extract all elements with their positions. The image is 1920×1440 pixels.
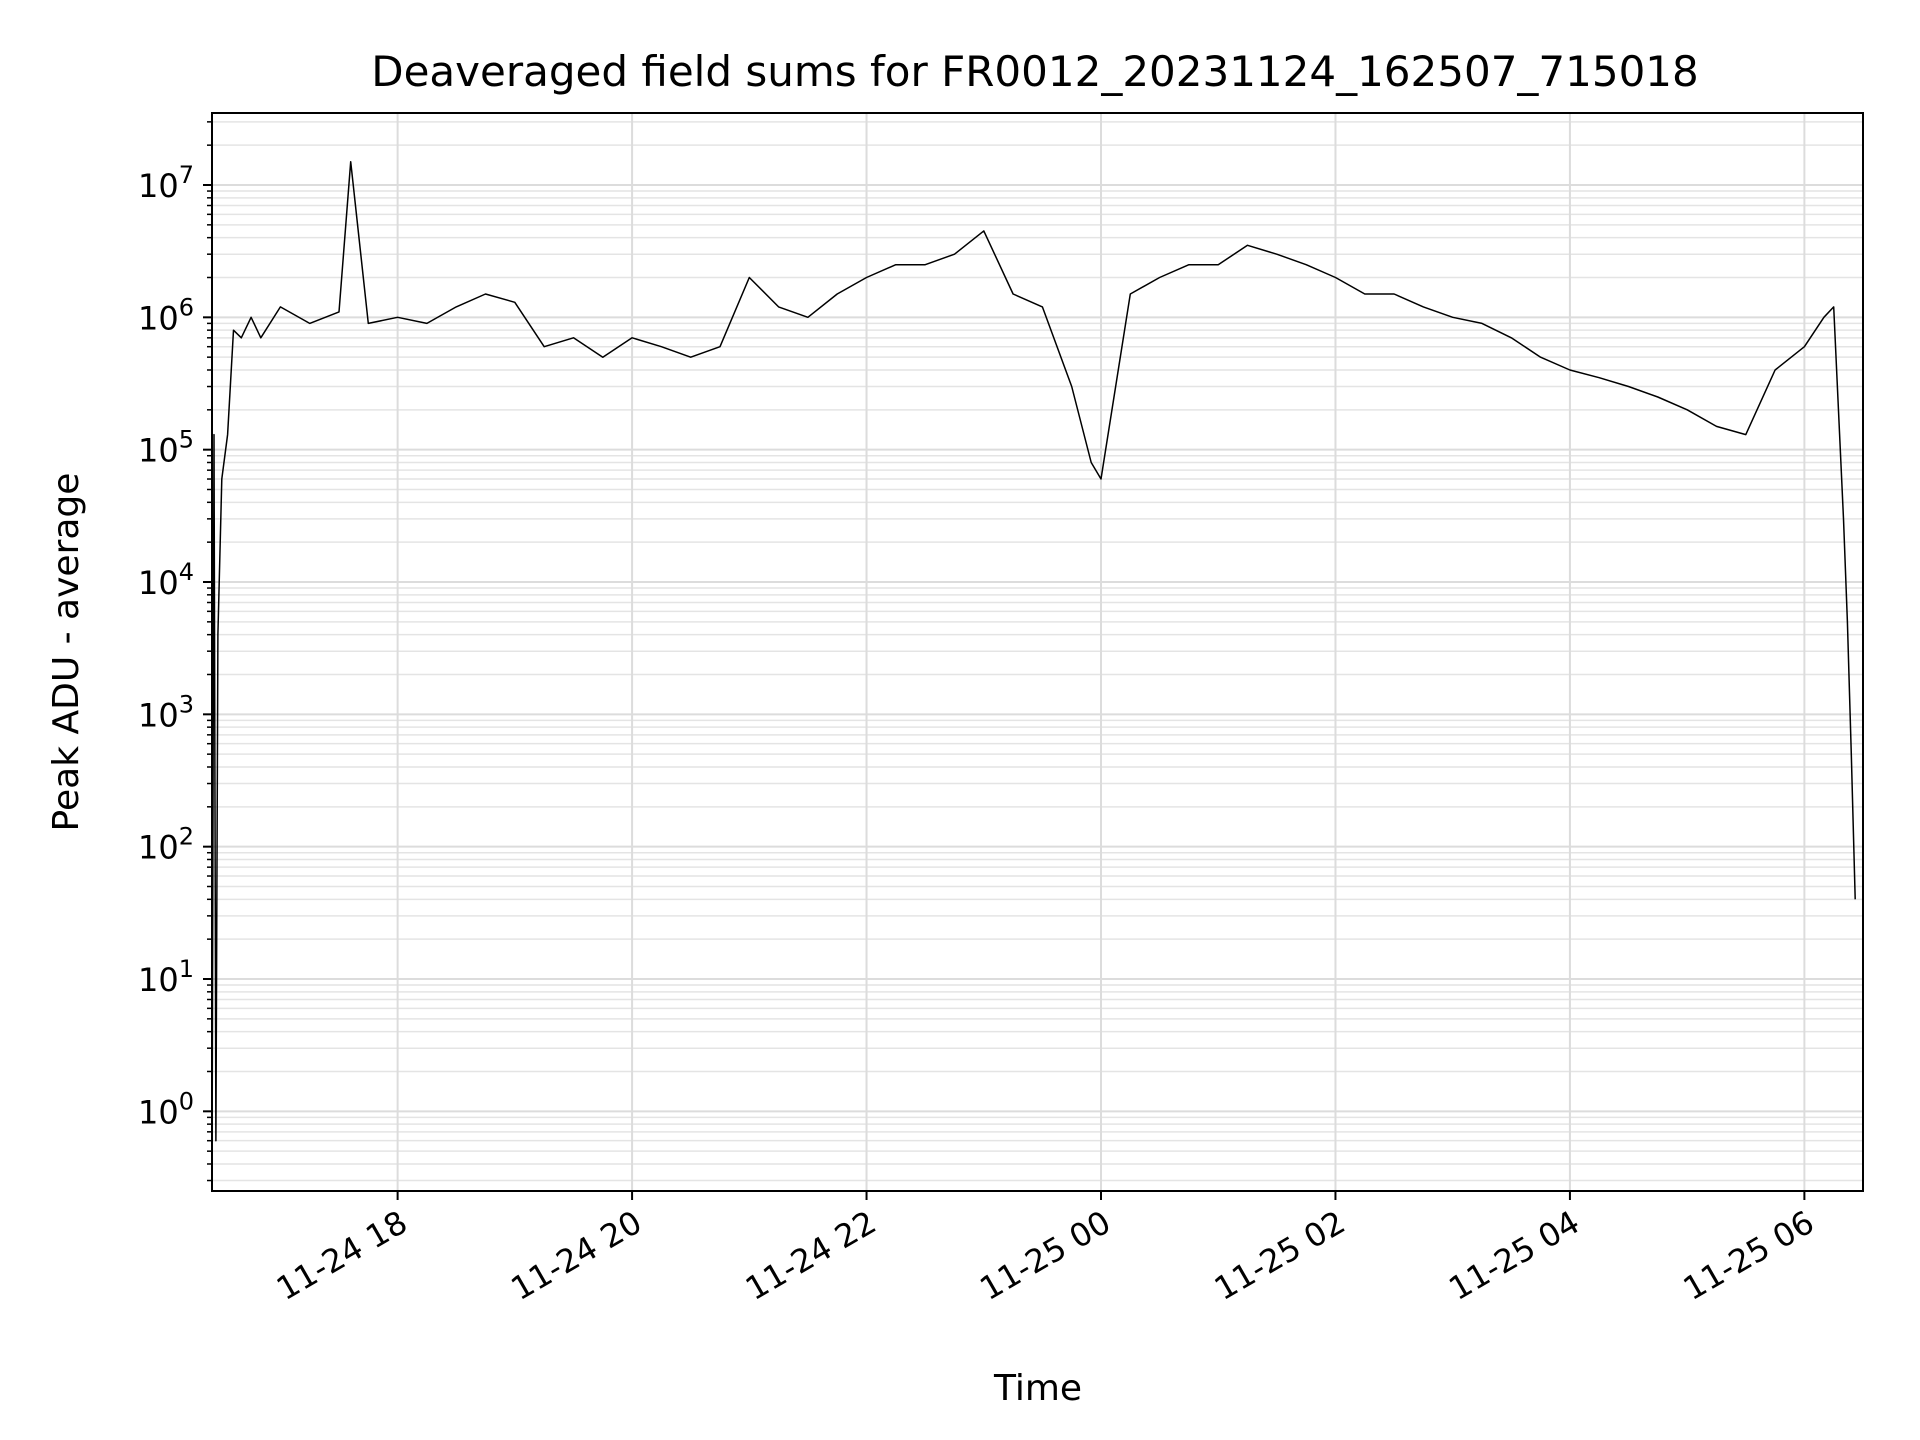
- y-tick-label: 103: [138, 690, 194, 734]
- y-tick-label: 104: [138, 558, 194, 602]
- y-tick-label: 100: [138, 1087, 194, 1131]
- chart-title: Deaveraged field sums for FR0012_2023112…: [371, 47, 1699, 96]
- y-axis-label: Peak ADU - average: [46, 473, 87, 832]
- y-tick-label: 107: [138, 161, 194, 205]
- plot-frame: [211, 112, 1864, 1192]
- y-tick-label: 102: [138, 823, 194, 867]
- grid: [212, 113, 1863, 1191]
- x-axis-label: Time: [993, 1368, 1082, 1409]
- data-layer: [211, 160, 1856, 1192]
- y-tick-label: 106: [138, 293, 194, 337]
- series-line: [211, 160, 1856, 1192]
- y-tick-label: 101: [138, 955, 194, 999]
- y-tick-label: 105: [138, 426, 194, 470]
